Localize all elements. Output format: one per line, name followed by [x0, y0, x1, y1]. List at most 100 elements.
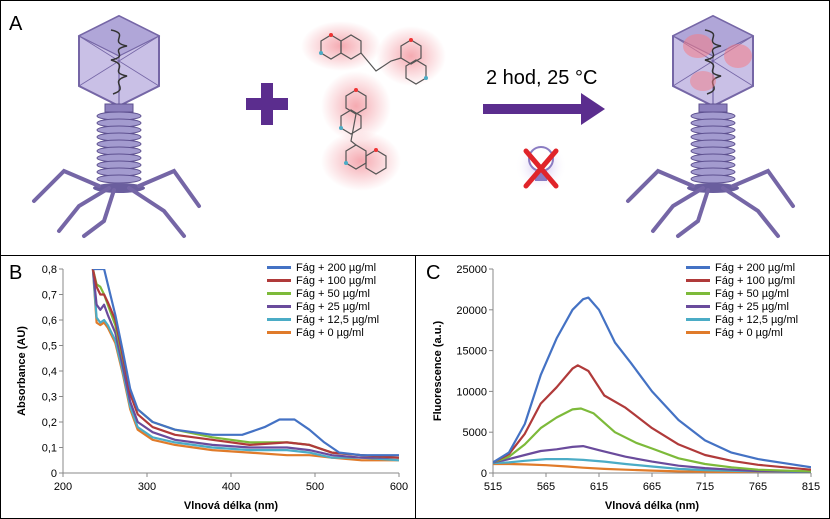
- fluorescence-x-axis-label: Vlnová délka (nm): [605, 500, 699, 512]
- absorbance-y-tick-label: 0,8: [42, 264, 57, 276]
- absorbance-legend: Fág + 200 µg/ml Fág + 100 µg/ml Fág + 50 µ…: [267, 261, 379, 339]
- absorbance-series-line-f-g-0-g-ml: [91, 269, 399, 462]
- absorbance-legend-item: Fág + 50 µg/ml: [267, 287, 379, 300]
- fluorescence-series-line-f-g-100-g-ml: [493, 364, 811, 471]
- panel-b-label: B: [9, 262, 23, 284]
- no-light-bulb-icon: [515, 140, 567, 192]
- fluorescence-legend-swatch: [686, 292, 710, 295]
- absorbance-legend-swatch: [267, 318, 291, 321]
- absorbance-y-tick-label: 0,7: [42, 290, 57, 302]
- absorbance-legend-label: Fág + 100 µg/ml: [296, 274, 377, 287]
- fluorescence-series-line-f-g-200-g-ml: [493, 296, 811, 469]
- panel-c-label: C: [426, 262, 441, 284]
- fluorescence-legend-label: Fág + 200 µg/ml: [715, 261, 796, 274]
- fluorescence-legend-label: Fág + 12,5 µg/ml: [715, 313, 799, 326]
- fluorescence-legend-swatch: [686, 318, 710, 321]
- fluorescence-legend: Fág + 200 µg/ml Fág + 100 µg/ml Fág + 50 µ…: [686, 261, 798, 339]
- absorbance-x-axis-label: Vlnová délka (nm): [184, 500, 278, 512]
- absorbance-legend-item: Fág + 100 µg/ml: [267, 274, 379, 287]
- absorbance-legend-swatch: [267, 292, 291, 295]
- bacteriophage-icon: [32, 14, 201, 238]
- absorbance-legend-item: Fág + 200 µg/ml: [267, 261, 379, 274]
- absorbance-x-tick-label: 500: [306, 481, 324, 493]
- fluorescence-axes: 0 5000 10000 15000 20000 25000 515 565 615 665 715…: [432, 264, 820, 512]
- absorbance-legend-label: Fág + 50 µg/ml: [296, 287, 370, 300]
- fluorescence-legend-item: Fág + 50 µg/ml: [686, 287, 798, 300]
- labeled-bacteriophage-icon: [626, 14, 795, 238]
- fluorescence-x-tick-label: 615: [590, 481, 608, 493]
- absorbance-series-line-f-g-200-g-ml: [92, 269, 399, 457]
- absorbance-series-line-f-g-100-g-ml: [91, 269, 399, 459]
- panel-a-scheme: [32, 14, 795, 238]
- panel-c: C 0 5000 10000 15000 20000 25000 515 565 615 665 7…: [415, 255, 830, 519]
- fluorescence-legend-item: Fág + 25 µg/ml: [686, 300, 798, 313]
- absorbance-x-tick-label: 200: [54, 481, 72, 493]
- fluorescence-legend-swatch: [686, 331, 710, 334]
- absorbance-legend-label: Fág + 25 µg/ml: [296, 300, 370, 313]
- absorbance-legend-item: Fág + 12,5 µg/ml: [267, 313, 379, 326]
- fluorescence-series-line-f-g-12-5-g-ml: [493, 458, 811, 473]
- absorbance-x-tick-label: 400: [222, 481, 240, 493]
- absorbance-legend-label: Fág + 0 µg/ml: [296, 326, 364, 339]
- fluorescence-x-tick-label: 665: [643, 481, 661, 493]
- absorbance-x-tick-label: 600: [390, 481, 408, 493]
- fluorescence-legend-label: Fág + 50 µg/ml: [715, 287, 789, 300]
- fluorescence-legend-swatch: [686, 279, 710, 282]
- fluorescence-legend-item: Fág + 0 µg/ml: [686, 326, 798, 339]
- reaction-arrow-icon: [483, 93, 605, 125]
- absorbance-legend-item: Fág + 0 µg/ml: [267, 326, 379, 339]
- fluorescence-x-tick-label: 515: [484, 481, 502, 493]
- fluorescence-y-tick-label: 15000: [456, 346, 487, 358]
- fluorescence-series-line-f-g-25-g-ml: [493, 445, 811, 473]
- dye-molecules-icon: [301, 21, 446, 191]
- fluorescence-y-tick-label: 25000: [456, 264, 487, 276]
- fluorescence-x-tick-label: 815: [802, 481, 820, 493]
- absorbance-legend-item: Fág + 25 µg/ml: [267, 300, 379, 313]
- absorbance-y-tick-label: 0,1: [42, 443, 57, 455]
- absorbance-series-line-f-g-25-g-ml: [91, 269, 399, 459]
- absorbance-y-tick-label: 0,5: [42, 341, 57, 353]
- fluorescence-legend-swatch: [686, 305, 710, 308]
- fluorescence-x-tick-label: 565: [537, 481, 555, 493]
- absorbance-chart: 0 0,1 0,2 0,3 0,4 0,5 0,6 0,7 0,8 200 300 400 500 600…: [16, 264, 408, 512]
- fluorescence-legend-label: Fág + 0 µg/ml: [715, 326, 783, 339]
- absorbance-x-tick-label: 300: [138, 481, 156, 493]
- absorbance-y-tick-label: 0,4: [42, 366, 57, 378]
- fluorescence-series-group: [493, 296, 811, 473]
- plus-icon: [246, 83, 288, 125]
- absorbance-legend-label: Fág + 200 µg/ml: [296, 261, 377, 274]
- fluorescence-y-axis-label: Fluorescence (a.u.): [432, 321, 444, 422]
- fluorescence-y-tick-label: 10000: [456, 386, 487, 398]
- absorbance-series-line-f-g-12-5-g-ml: [91, 269, 399, 462]
- panel-b: B 0 0,1 0,2 0,3 0,4 0,5 0,6 0,7 0,8 200 300 400 500 6…: [0, 255, 416, 519]
- absorbance-legend-swatch: [267, 279, 291, 282]
- absorbance-legend-label: Fág + 12,5 µg/ml: [296, 313, 380, 326]
- fluorescence-x-tick-label: 765: [749, 481, 767, 493]
- fluorescence-legend-item: Fág + 12,5 µg/ml: [686, 313, 798, 326]
- fluorescence-legend-item: Fág + 200 µg/ml: [686, 261, 798, 274]
- absorbance-legend-swatch: [267, 305, 291, 308]
- fluorescence-legend-swatch: [686, 266, 710, 269]
- absorbance-series-group: [91, 269, 399, 462]
- absorbance-y-tick-label: 0,3: [42, 392, 57, 404]
- absorbance-y-axis-label: Absorbance (AU): [16, 326, 28, 416]
- absorbance-legend-swatch: [267, 266, 291, 269]
- absorbance-legend-swatch: [267, 331, 291, 334]
- absorbance-y-tick-label: 0,2: [42, 417, 57, 429]
- panel-a-label: A: [9, 13, 23, 35]
- fluorescence-legend-item: Fág + 100 µg/ml: [686, 274, 798, 287]
- fluorescence-legend-label: Fág + 100 µg/ml: [715, 274, 796, 287]
- absorbance-y-tick-label: 0,6: [42, 315, 57, 327]
- reaction-conditions: 2 hod, 25 °C: [486, 67, 598, 89]
- fluorescence-series-line-f-g-50-g-ml: [493, 407, 811, 473]
- fluorescence-y-tick-label: 20000: [456, 305, 487, 317]
- fluorescence-legend-label: Fág + 25 µg/ml: [715, 300, 789, 313]
- fluorescence-y-tick-label: 0: [481, 468, 487, 480]
- absorbance-axes: 0 0,1 0,2 0,3 0,4 0,5 0,6 0,7 0,8 200 300 400 500 600…: [16, 264, 408, 512]
- fluorescence-x-tick-label: 715: [696, 481, 714, 493]
- absorbance-y-tick-label: 0: [51, 468, 57, 480]
- fluorescence-y-tick-label: 5000: [463, 427, 487, 439]
- fluorescence-chart: 0 5000 10000 15000 20000 25000 515 565 615 665 715…: [432, 264, 820, 512]
- panel-a: A: [0, 0, 830, 256]
- fluorescence-series-line-f-g-0-g-ml: [493, 462, 811, 473]
